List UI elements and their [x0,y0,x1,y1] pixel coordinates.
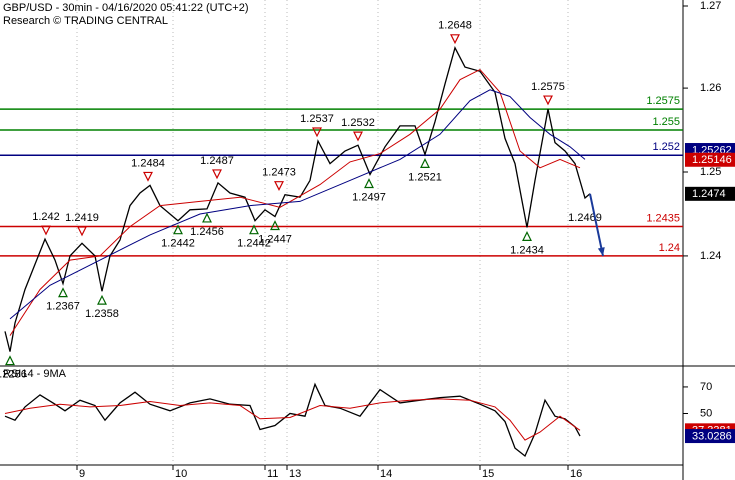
annotation-label: 1.2358 [85,308,119,320]
annotation-label: 1.2648 [438,20,472,32]
annotation-label: 1.2367 [46,301,80,313]
chart-subtitle: Research © TRADING CENTRAL [3,15,168,27]
support-marker [58,287,68,298]
annotation-label: 1.2473 [262,167,296,179]
support-marker [270,220,280,231]
annotation-label: 1.2456 [190,226,224,238]
annotation-label: 1.2442 [237,238,271,250]
x-tick-label: 13 [289,468,301,480]
resistance-marker [212,169,222,180]
y-tick-label: 70 [700,381,712,393]
annotation-label: 1.2537 [300,113,334,125]
support-marker [173,224,183,235]
annotation-label: 1.2532 [341,117,375,129]
price-box [685,152,735,167]
x-tick-label: 15 [482,468,494,480]
annotation-label: 1.2484 [131,157,165,169]
support-marker [522,231,532,241]
annotation-label: 1.2521 [408,171,442,183]
x-tick-label: 11 [267,468,278,480]
y-tick-label: 1.25 [700,166,721,178]
annotation-label: 1.242 [32,211,60,223]
annotation-label: 1.2497 [352,191,386,203]
y-tick-label: 1.27 [700,0,721,12]
series-line [9,89,586,320]
x-tick-label: 16 [570,468,582,480]
resistance-marker [274,181,284,192]
series-line [4,382,581,458]
annotation-label: 1.2442 [161,238,195,250]
y-tick-label: 1.26 [700,82,721,94]
level-label: 1.24 [659,242,680,254]
support-marker [202,212,212,223]
x-tick-label: 9 [79,468,85,480]
price-box [685,429,735,444]
x-tick-label: 10 [175,468,187,480]
support-marker [364,178,374,189]
level-label: 1.2575 [646,95,680,107]
series-line [4,398,581,441]
x-tick-label: 14 [380,468,392,480]
resistance-marker [450,34,460,45]
support-marker [5,355,15,366]
resistance-marker [77,226,87,237]
level-label: 1.252 [652,141,680,153]
price-box [685,186,735,201]
annotation-label: 1.2419 [65,212,99,224]
arrow-head [597,247,605,256]
price-box-label: 1.25146 [692,154,732,166]
series-line [9,68,581,336]
annotation-label: 1.2447 [258,233,292,245]
y-tick-label: 1.24 [700,250,721,262]
annotation-label: 1.2286 [0,368,27,380]
projection-arrow [589,193,604,257]
price-box-label: 33.0286 [692,430,732,442]
resistance-marker [543,95,553,106]
support-marker [249,224,259,235]
chart-title: GBP/USD - 30min - 04/16/2020 05:41:22 (U… [3,2,248,14]
resistance-marker [41,225,51,236]
resistance-marker [353,131,363,142]
price-box-label: 1.2474 [692,188,726,200]
resistance-marker [143,171,153,182]
level-label: 1.255 [652,116,680,128]
support-marker [97,294,107,305]
support-marker [420,158,430,168]
y-tick-label: 50 [700,407,712,419]
annotation-label: 1.2575 [531,81,565,93]
level-label: 1.2435 [646,212,680,224]
annotation-label: 1.2434 [510,244,544,256]
resistance-marker [312,127,322,138]
rsi-title: RSI14 - 9MA [3,368,67,380]
series-line [4,46,591,352]
annotation-label: 1.2487 [200,155,234,167]
